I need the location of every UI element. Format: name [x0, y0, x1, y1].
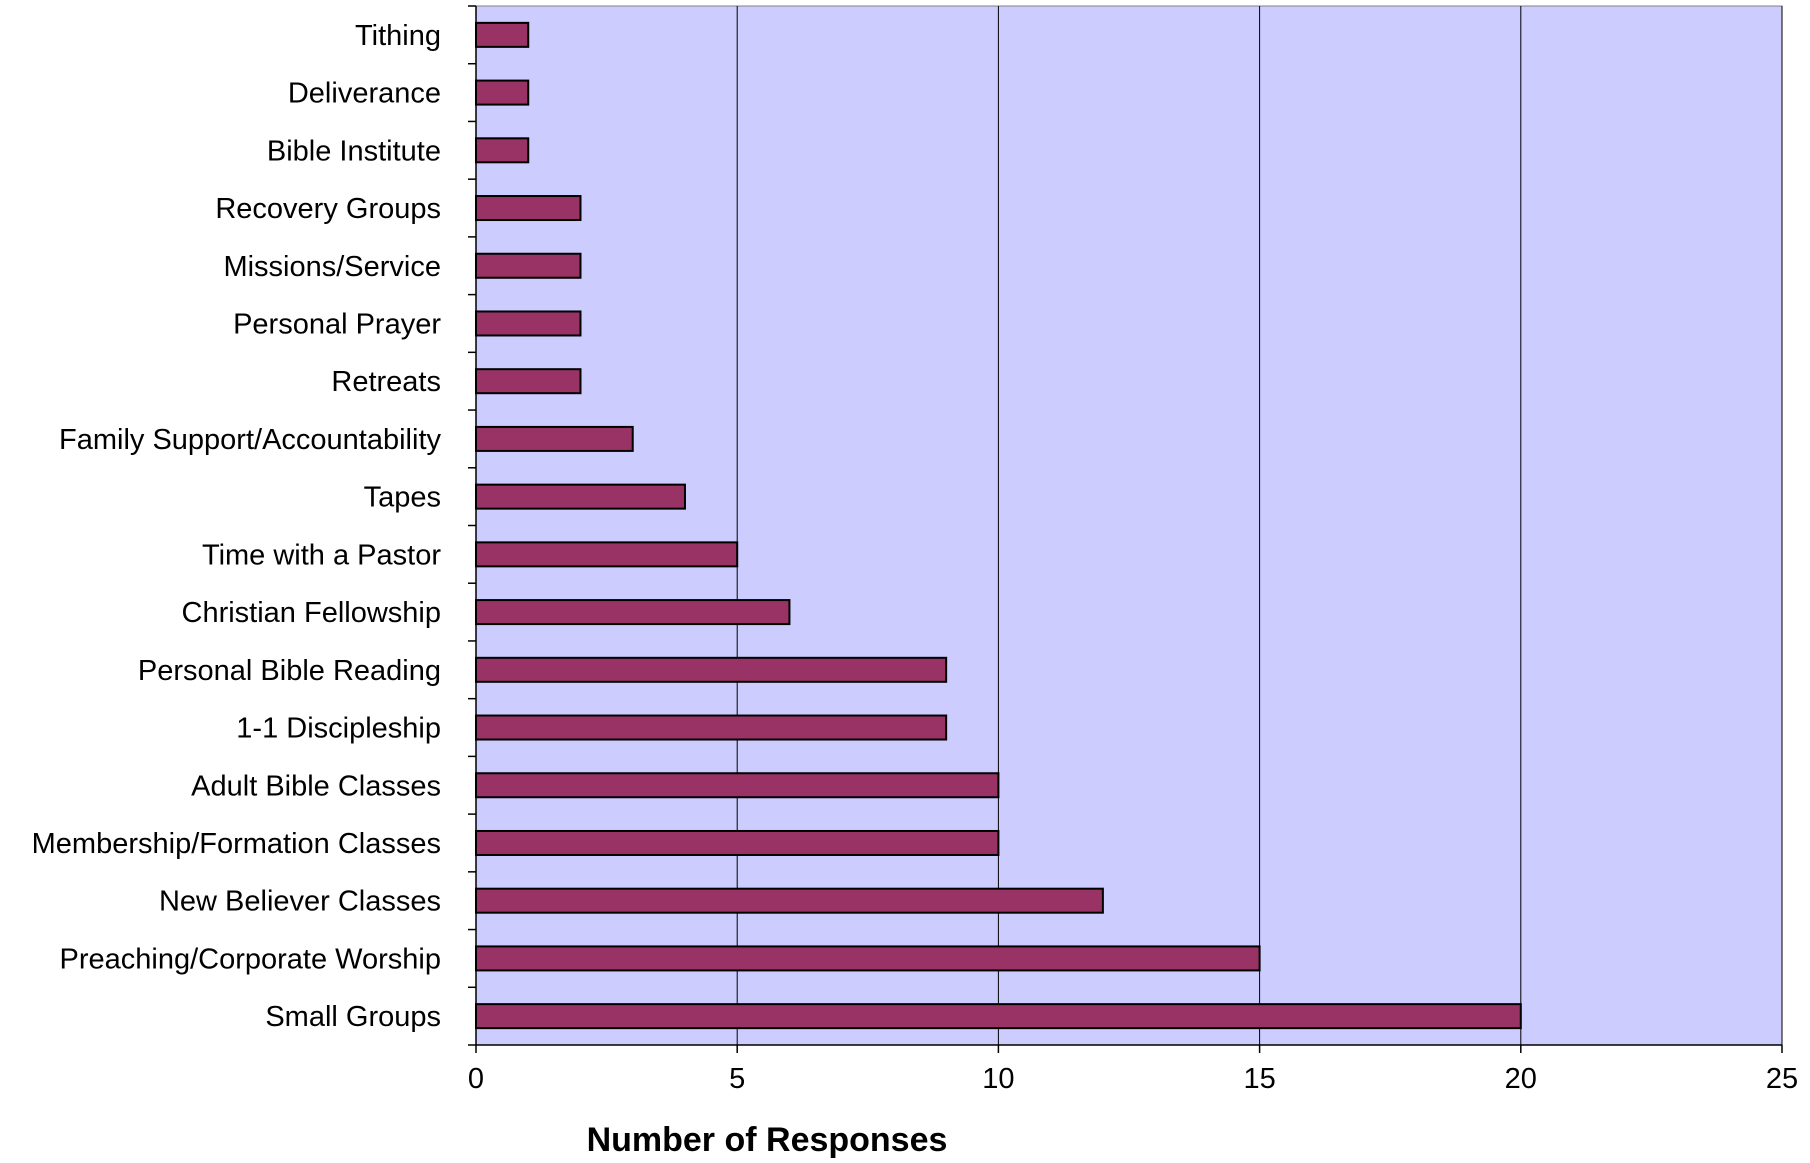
- x-tick-label: 20: [1505, 1063, 1537, 1095]
- bar: [475, 368, 582, 395]
- category-label: Tithing: [355, 20, 441, 52]
- category-label: Small Groups: [265, 1001, 441, 1033]
- tick-labels: 0 5 10 15 20 25: [468, 1063, 1798, 1095]
- bar: [475, 829, 1000, 856]
- x-tick-label: 25: [1766, 1063, 1798, 1095]
- category-label: Bible Institute: [267, 135, 441, 167]
- plot-area: [475, 5, 1783, 1046]
- gridlines: [736, 6, 1783, 1045]
- bar: [475, 945, 1261, 972]
- category-labels: Tithing Deliverance Bible Institute Recover…: [32, 20, 442, 1033]
- x-tick-label: 15: [1243, 1063, 1275, 1095]
- bar: [475, 425, 634, 452]
- bar: [475, 252, 582, 279]
- x-tick-label: 10: [982, 1063, 1014, 1095]
- x-axis-title: Number of Responses: [587, 1121, 948, 1159]
- category-label: Family Support/Accountability: [59, 424, 441, 456]
- category-label: Missions/Service: [223, 251, 441, 283]
- category-label: Deliverance: [288, 78, 441, 110]
- category-label: Personal Prayer: [233, 308, 441, 340]
- category-label: Membership/Formation Classes: [32, 828, 441, 860]
- bar: [475, 310, 582, 337]
- bar: [475, 483, 686, 510]
- bar: [475, 79, 530, 106]
- category-label: 1-1 Discipleship: [236, 713, 441, 745]
- bar: [475, 772, 1000, 799]
- category-label: Christian Fellowship: [182, 597, 442, 629]
- bar: [475, 599, 791, 626]
- bar: [475, 195, 582, 222]
- category-label: Adult Bible Classes: [191, 770, 441, 802]
- bar: [475, 1003, 1522, 1030]
- bar: [475, 714, 948, 741]
- category-label: Retreats: [331, 366, 441, 398]
- category-label: Tapes: [364, 482, 441, 514]
- category-label: Recovery Groups: [215, 193, 441, 225]
- category-label: New Believer Classes: [159, 886, 441, 918]
- category-label: Preaching/Corporate Worship: [60, 943, 442, 975]
- category-label: Personal Bible Reading: [138, 655, 441, 687]
- x-tick-label: 0: [468, 1063, 484, 1095]
- bar: [475, 541, 739, 568]
- bars: [475, 21, 1522, 1030]
- category-label: Time with a Pastor: [202, 539, 441, 571]
- bar: [475, 656, 948, 683]
- axes: [468, 5, 1783, 1053]
- x-tick-label: 5: [729, 1063, 745, 1095]
- bar: [475, 887, 1104, 914]
- bar: [475, 21, 530, 48]
- bar: [475, 137, 530, 164]
